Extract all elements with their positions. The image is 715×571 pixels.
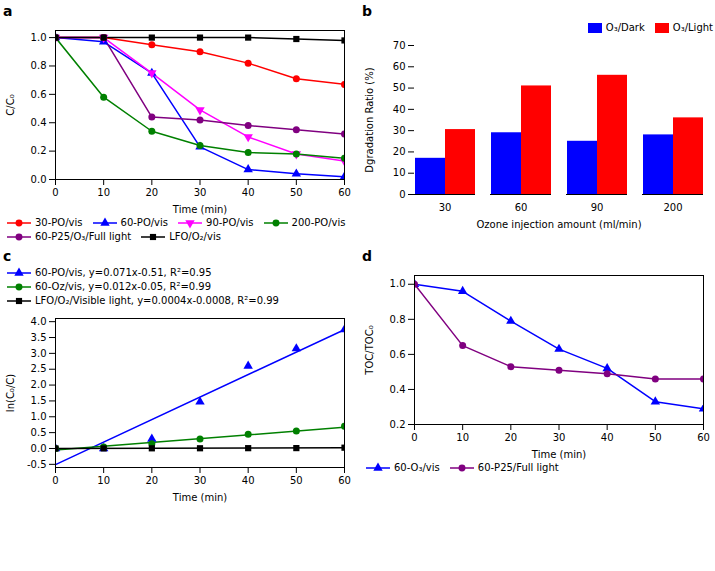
html-text:c: c <box>3 248 12 264</box>
svg-text:4.0: 4.0 <box>31 316 47 327</box>
svg-text:-0.5: -0.5 <box>27 459 47 470</box>
svg-text:1.0: 1.0 <box>31 411 47 422</box>
svg-text:0.6: 0.6 <box>31 89 47 100</box>
html-text:60-PO/vis, y=0.071x-0.51, R²=0: 60-PO/vis, y=0.071x-0.51, R²=0.95 <box>35 267 212 278</box>
svg-text:0: 0 <box>52 187 58 198</box>
svg-text:TOC/TOC₀: TOC/TOC₀ <box>364 325 375 375</box>
svg-text:60: 60 <box>338 475 351 486</box>
svg-text:60: 60 <box>515 202 528 213</box>
html-text:60-P25/O₃/Full light: 60-P25/O₃/Full light <box>35 231 132 242</box>
svg-text:0.0: 0.0 <box>31 174 47 185</box>
svg-text:0.4: 0.4 <box>390 384 406 395</box>
svg-text:40: 40 <box>242 187 255 198</box>
svg-text:50: 50 <box>290 475 303 486</box>
svg-text:50: 50 <box>393 82 406 93</box>
svg-text:10: 10 <box>97 187 110 198</box>
svg-text:Dgradation Ratio (%): Dgradation Ratio (%) <box>364 67 375 172</box>
html-text:60-O₃/vis: 60-O₃/vis <box>394 462 440 473</box>
svg-text:1.0: 1.0 <box>31 32 47 43</box>
svg-text:3.0: 3.0 <box>31 348 47 359</box>
svg-text:2.0: 2.0 <box>31 379 47 390</box>
html-text:30-PO/vis: 30-PO/vis <box>35 217 83 228</box>
svg-text:2.5: 2.5 <box>31 363 47 374</box>
svg-text:0.5: 0.5 <box>31 427 47 438</box>
svg-text:30: 30 <box>553 432 566 443</box>
svg-text:20: 20 <box>504 432 517 443</box>
svg-text:60: 60 <box>697 432 710 443</box>
svg-text:30: 30 <box>439 202 452 213</box>
svg-text:20: 20 <box>393 146 406 157</box>
html-text:60-PO/vis: 60-PO/vis <box>120 217 168 228</box>
html-text:a: a <box>3 3 13 19</box>
svg-text:Time (min): Time (min) <box>531 449 586 460</box>
svg-text:1.0: 1.0 <box>390 278 406 289</box>
svg-text:20: 20 <box>145 475 158 486</box>
svg-text:C/C₀: C/C₀ <box>5 94 16 115</box>
html-text:O₃/Light: O₃/Light <box>672 22 713 33</box>
svg-text:0.8: 0.8 <box>390 314 406 325</box>
svg-text:0: 0 <box>399 189 405 200</box>
html-text:LFO/O₂/Visible light, y=0.0004: LFO/O₂/Visible light, y=0.0004x-0.0008, … <box>35 295 279 306</box>
svg-text:70: 70 <box>393 40 406 51</box>
svg-text:0.0: 0.0 <box>31 443 47 454</box>
svg-text:20: 20 <box>145 187 158 198</box>
svg-text:30: 30 <box>194 475 207 486</box>
svg-text:3.5: 3.5 <box>31 332 47 343</box>
svg-text:0.4: 0.4 <box>31 117 47 128</box>
svg-text:Time (min): Time (min) <box>172 492 227 503</box>
svg-text:200: 200 <box>663 202 682 213</box>
svg-text:90: 90 <box>591 202 604 213</box>
html-text:60-P25/Full light: 60-P25/Full light <box>477 462 559 473</box>
svg-text:0: 0 <box>52 475 58 486</box>
html-text:60-Oz/vis, y=0.012x-0.05, R²=0: 60-Oz/vis, y=0.012x-0.05, R²=0.99 <box>35 281 211 292</box>
html-text:O₃/Dark: O₃/Dark <box>605 22 645 33</box>
svg-text:50: 50 <box>290 187 303 198</box>
html-text:d: d <box>362 248 372 264</box>
html-text:b: b <box>362 3 372 19</box>
svg-text:0.6: 0.6 <box>390 349 406 360</box>
html-text:LFO/O₂/vis: LFO/O₂/vis <box>169 231 221 242</box>
svg-text:60: 60 <box>393 61 406 72</box>
svg-text:10: 10 <box>393 167 406 178</box>
svg-text:60: 60 <box>338 187 351 198</box>
svg-text:50: 50 <box>649 432 662 443</box>
svg-text:40: 40 <box>242 475 255 486</box>
html-text:90-PO/vis: 90-PO/vis <box>206 217 254 228</box>
svg-text:40: 40 <box>393 104 406 115</box>
svg-text:30: 30 <box>393 125 406 136</box>
svg-text:1.5: 1.5 <box>31 395 47 406</box>
svg-text:0.2: 0.2 <box>31 145 47 156</box>
svg-text:Ozone injection amount (ml/min: Ozone injection amount (ml/min) <box>476 219 641 230</box>
svg-text:ln(C₀/C): ln(C₀/C) <box>5 374 16 412</box>
svg-text:30: 30 <box>194 187 207 198</box>
html-text:200-PO/vis: 200-PO/vis <box>291 217 346 228</box>
svg-text:40: 40 <box>601 432 614 443</box>
svg-text:0.2: 0.2 <box>390 419 406 430</box>
svg-text:0: 0 <box>411 432 417 443</box>
svg-text:10: 10 <box>97 475 110 486</box>
svg-text:0.8: 0.8 <box>31 60 47 71</box>
svg-text:Time (min): Time (min) <box>172 204 227 215</box>
svg-text:10: 10 <box>456 432 469 443</box>
